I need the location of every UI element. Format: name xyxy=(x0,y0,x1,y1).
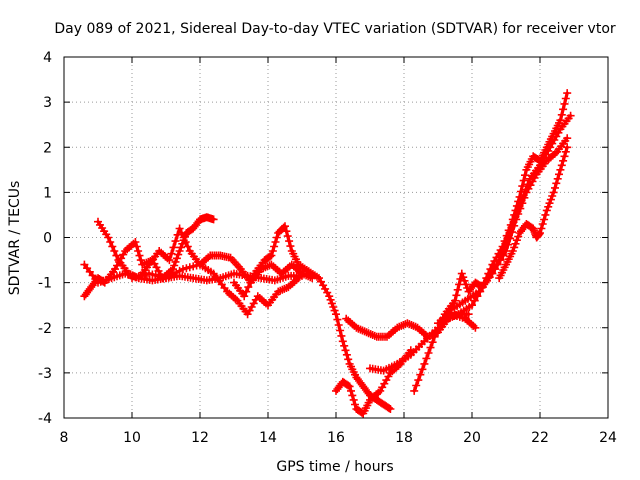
series-line xyxy=(232,224,392,411)
y-tick-label: -2 xyxy=(38,321,52,337)
series-trace-11 xyxy=(440,111,575,323)
x-tick-label: 16 xyxy=(327,430,345,446)
x-tick-label: 20 xyxy=(463,430,481,446)
series-markers xyxy=(410,89,572,395)
x-tick-label: 12 xyxy=(191,430,209,446)
series-line xyxy=(368,312,477,373)
series-line xyxy=(130,263,301,316)
x-tick-label: 8 xyxy=(60,430,69,446)
y-tick-label: -1 xyxy=(38,276,52,292)
series-trace-12 xyxy=(495,143,572,283)
y-tick-label: 3 xyxy=(43,95,52,111)
series-markers xyxy=(440,111,575,323)
series-markers xyxy=(94,217,317,287)
series-group xyxy=(80,89,575,418)
x-tick-label: 10 xyxy=(123,430,141,446)
y-tick-label: 0 xyxy=(43,231,52,247)
series-markers xyxy=(495,143,572,283)
series-trace-9 xyxy=(410,89,572,395)
series-trace-6 xyxy=(332,346,415,418)
y-tick-label: 4 xyxy=(43,50,52,66)
y-tick-label: 1 xyxy=(43,185,52,201)
series-trace-4 xyxy=(128,260,303,319)
y-tick-label: -4 xyxy=(38,411,52,427)
x-tick-label: 22 xyxy=(531,430,549,446)
x-axis-label: GPS time / hours xyxy=(276,459,393,475)
grid xyxy=(64,57,608,418)
x-tick-label: 24 xyxy=(599,430,617,446)
series-markers xyxy=(128,260,303,319)
x-tick-label: 14 xyxy=(259,430,277,446)
series-trace-5 xyxy=(230,222,395,413)
chart-title: Day 089 of 2021, Sidereal Day-to-day VTE… xyxy=(54,21,616,37)
y-axis-label: SDTVAR / TECUs xyxy=(7,181,23,296)
y-tick-label: 2 xyxy=(43,140,52,156)
y-tick-label: -3 xyxy=(38,366,52,382)
series-markers xyxy=(230,222,395,413)
series-trace-3 xyxy=(80,260,306,287)
series-line xyxy=(412,91,569,393)
x-tick-label: 18 xyxy=(395,430,413,446)
